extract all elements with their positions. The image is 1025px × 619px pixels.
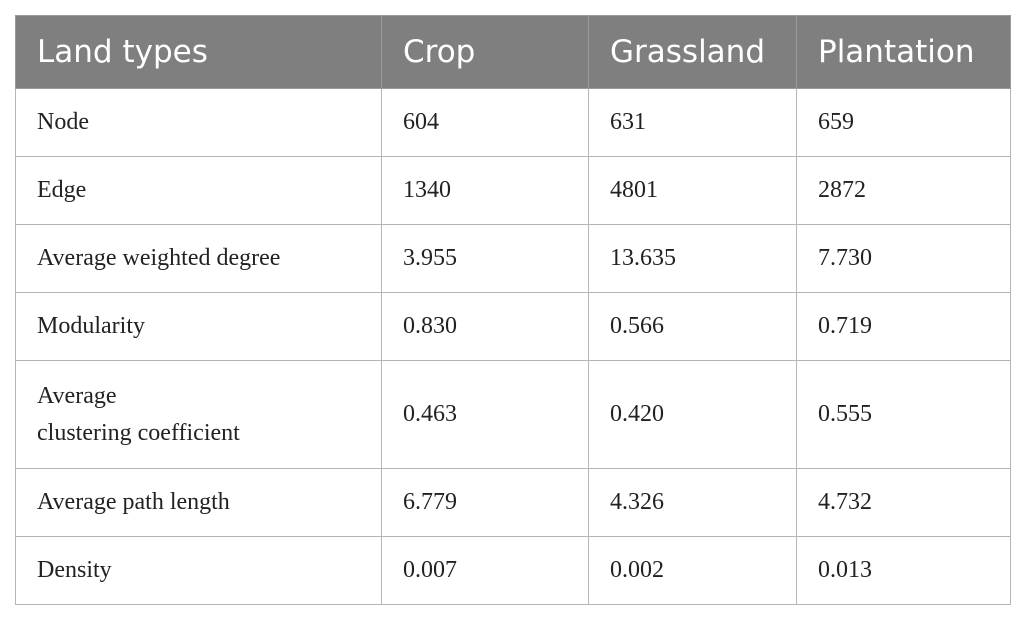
row-label: Node xyxy=(15,88,382,157)
header-cell: Land types xyxy=(15,15,382,89)
table-row: Node 604 631 659 xyxy=(15,88,1011,157)
table-row: Average weighted degree 3.955 13.635 7.730 xyxy=(15,224,1011,293)
table-row: Average clustering coefficient 0.463 0.420… xyxy=(15,360,1011,469)
cell: 4801 xyxy=(588,156,797,225)
table-row: Modularity 0.830 0.566 0.719 xyxy=(15,292,1011,361)
cell: 7.730 xyxy=(796,224,1011,293)
cell: 13.635 xyxy=(588,224,797,293)
table-row: Average path length 6.779 4.326 4.732 xyxy=(15,468,1011,537)
cell: 0.007 xyxy=(381,536,589,605)
cell: 1340 xyxy=(381,156,589,225)
cell: 2872 xyxy=(796,156,1011,225)
cell: 604 xyxy=(381,88,589,157)
cell: 0.420 xyxy=(588,360,797,469)
table-row: Density 0.007 0.002 0.013 xyxy=(15,536,1011,605)
cell: 0.830 xyxy=(381,292,589,361)
row-label: Average weighted degree xyxy=(15,224,382,293)
cell: 631 xyxy=(588,88,797,157)
table-body: Node 604 631 659 Edge 1340 4801 2872 Average wei… xyxy=(15,88,1011,605)
header-row: Land types Crop Grassland Plantation xyxy=(15,15,1011,89)
row-label: Average clustering coefficient xyxy=(15,360,382,469)
cell: 0.013 xyxy=(796,536,1011,605)
cell: 0.555 xyxy=(796,360,1011,469)
cell: 4.326 xyxy=(588,468,797,537)
row-label: Modularity xyxy=(15,292,382,361)
data-table: Land types Crop Grassland Plantation Node 60… xyxy=(15,15,1011,605)
row-label: Density xyxy=(15,536,382,605)
row-label: Edge xyxy=(15,156,382,225)
table-row: Edge 1340 4801 2872 xyxy=(15,156,1011,225)
cell: 3.955 xyxy=(381,224,589,293)
cell: 0.002 xyxy=(588,536,797,605)
header-cell: Grassland xyxy=(588,15,797,89)
header-cell: Plantation xyxy=(796,15,1011,89)
header-cell: Crop xyxy=(381,15,589,89)
cell: 0.566 xyxy=(588,292,797,361)
row-label: Average path length xyxy=(15,468,382,537)
cell: 659 xyxy=(796,88,1011,157)
cell: 0.719 xyxy=(796,292,1011,361)
cell: 0.463 xyxy=(381,360,589,469)
cell: 6.779 xyxy=(381,468,589,537)
cell: 4.732 xyxy=(796,468,1011,537)
